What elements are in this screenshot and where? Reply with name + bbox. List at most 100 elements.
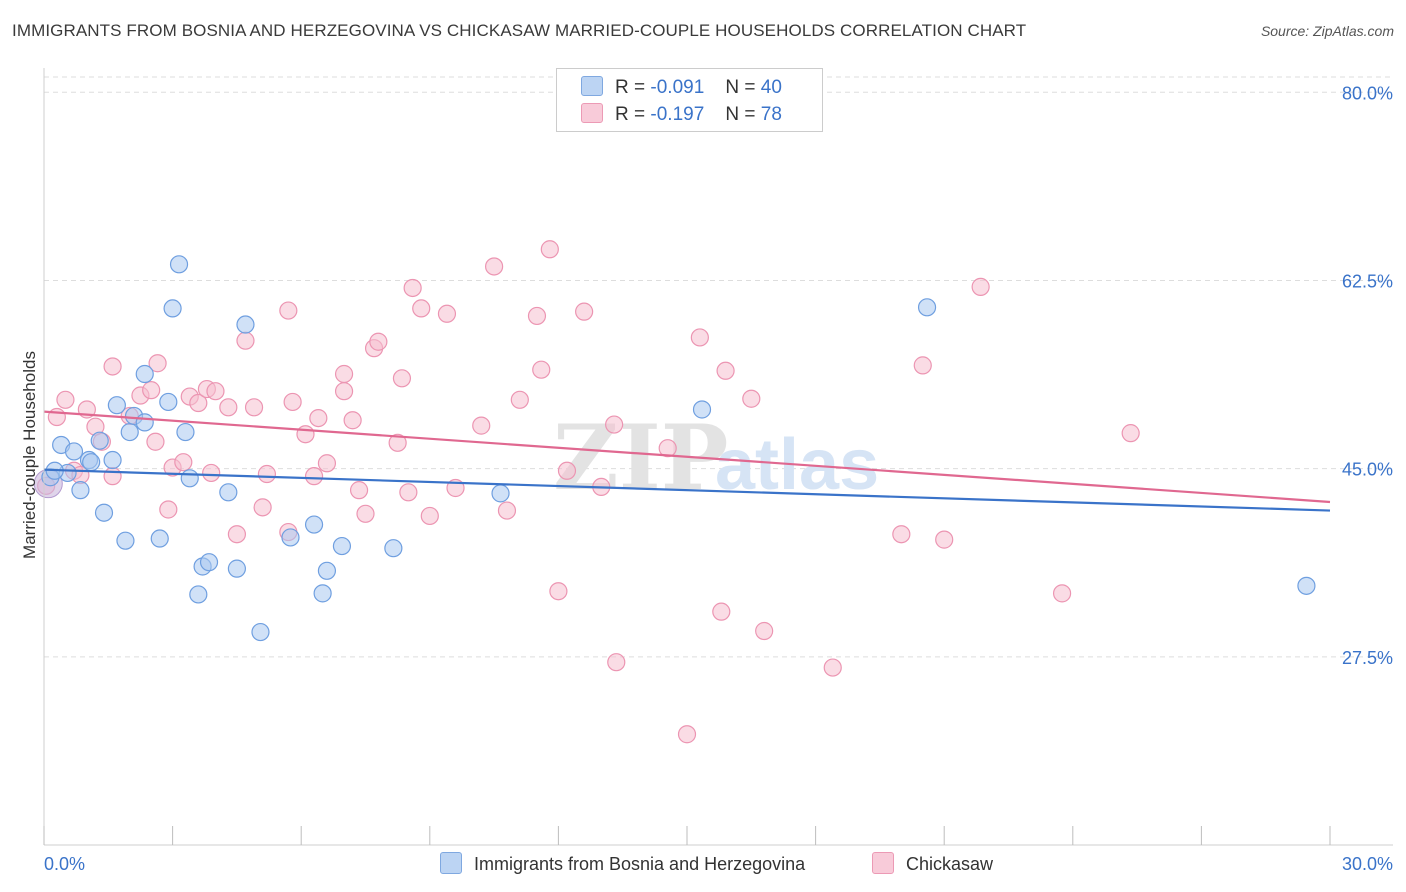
chickasaw-point [296,425,315,444]
y-tick-label: 62.5% [1342,271,1393,291]
chickasaw-point [532,360,551,379]
chickasaw-point [437,304,457,323]
bosnia-point [692,400,712,419]
chickasaw-point [971,277,990,296]
chickasaw-point [283,392,302,412]
chickasaw-point [142,381,161,400]
chart-title: IMMIGRANTS FROM BOSNIA AND HERZEGOVINA V… [12,21,1027,40]
chickasaw-point [219,398,238,417]
chickasaw-point [103,467,122,486]
axes: 27.5% 45.0% 62.5% 80.0% 0.0% 30.0% [43,68,1393,874]
bosnia-point [313,584,332,603]
trend-line-chickasaw [43,410,1331,504]
bottom-legend-label-bosnia: Immigrants from Bosnia and Herzegovina [474,854,806,874]
chickasaw-point [343,411,362,430]
bottom-legend-chickasaw: Chickasaw [872,852,993,875]
bosnia-point [150,529,169,548]
bosnia-point [135,364,154,384]
chickasaw-point [148,354,167,373]
chickasaw-point [388,433,407,452]
chickasaw-point [935,530,954,549]
chickasaw-point [174,453,193,472]
chickasaw-point [103,357,122,376]
chickasaw-point [472,416,491,435]
chickasaw-point [159,500,178,519]
legend-row-bosnia: R = -0.091 N = 40 [581,76,782,99]
bosnia-point [116,531,135,550]
bosnia-point [90,431,109,450]
watermark: ZIP atlas [553,405,879,511]
chickasaw-point [227,525,246,544]
chickasaw-point [658,439,677,458]
bottom-legend-swatch-pink [872,852,894,874]
chickasaw-point [420,506,439,526]
bosnia-point [189,585,208,604]
chickasaw-point [236,331,255,350]
chickasaw-point [485,257,504,276]
chickasaw-point [334,364,354,384]
correlation-legend: R = -0.091 N = 40 R = -0.197 N = 78 [556,68,823,132]
chickasaw-point [557,461,577,480]
chickasaw-point [244,398,264,417]
bosnia-point [169,255,189,274]
chickasaw-point [549,582,568,601]
bosnia-point [304,515,324,534]
bottom-legend-bosnia: Immigrants from Bosnia and Herzegovina [440,852,805,875]
bosnia-point [251,622,270,642]
legend-r-label: R = [615,104,646,125]
legend-swatch-pink [581,103,603,123]
bosnia-point [317,561,337,580]
bosnia-point [103,450,122,470]
bosnia-point [917,298,937,317]
chickasaw-point [309,408,328,428]
bottom-legend-swatch-blue [440,852,462,874]
chickasaw-point [202,463,221,483]
bosnia-point [491,484,510,503]
series-chickasaw-points [33,240,1140,744]
bosnia-point [384,539,403,558]
chickasaw-point [510,390,529,409]
bosnia-point [332,536,352,556]
chickasaw-point [605,415,624,434]
bosnia-point [180,469,199,488]
chickasaw-point [253,498,272,517]
chickasaw-point [279,301,298,320]
x-tick-label: 0.0% [44,854,85,874]
y-tick-label: 27.5% [1342,648,1393,668]
source-label: Source: ZipAtlas.com [1260,23,1394,39]
x-tick-label: 30.0% [1342,854,1393,874]
chickasaw-point [1052,584,1072,603]
chickasaw-point [690,328,709,347]
bosnia-point [236,315,255,334]
legend-r-label: R = [615,77,646,98]
chickasaw-point [540,240,559,259]
chickasaw-point [403,278,422,298]
legend-n-label: N = [725,104,756,125]
chickasaw-point [742,389,761,408]
chickasaw-point [892,525,911,544]
chickasaw-point [334,382,354,401]
trend-line-bosnia [43,468,1331,512]
chickasaw-point [607,653,626,672]
chickasaw-point [913,356,932,375]
bosnia-point [120,422,139,442]
chickasaw-point [527,306,547,326]
bosnia-point [64,442,84,461]
legend-n-value: 78 [760,104,782,125]
chickasaw-point [189,393,208,413]
bosnia-point [159,392,178,412]
chickasaw-point [56,390,75,409]
chickasaw-point [146,432,165,451]
chickasaw-point [369,332,388,351]
bosnia-point [71,481,90,500]
chickasaw-point [575,302,594,321]
y-tick-label: 80.0% [1342,83,1393,103]
chickasaw-point [317,454,337,473]
legend-r-value: -0.197 [650,104,705,125]
chickasaw-point [257,464,277,484]
legend-row-chickasaw: R = -0.197 N = 78 [581,103,782,126]
bosnia-point [94,503,114,522]
chickasaw-point [677,725,697,744]
chickasaw-point [716,361,735,380]
